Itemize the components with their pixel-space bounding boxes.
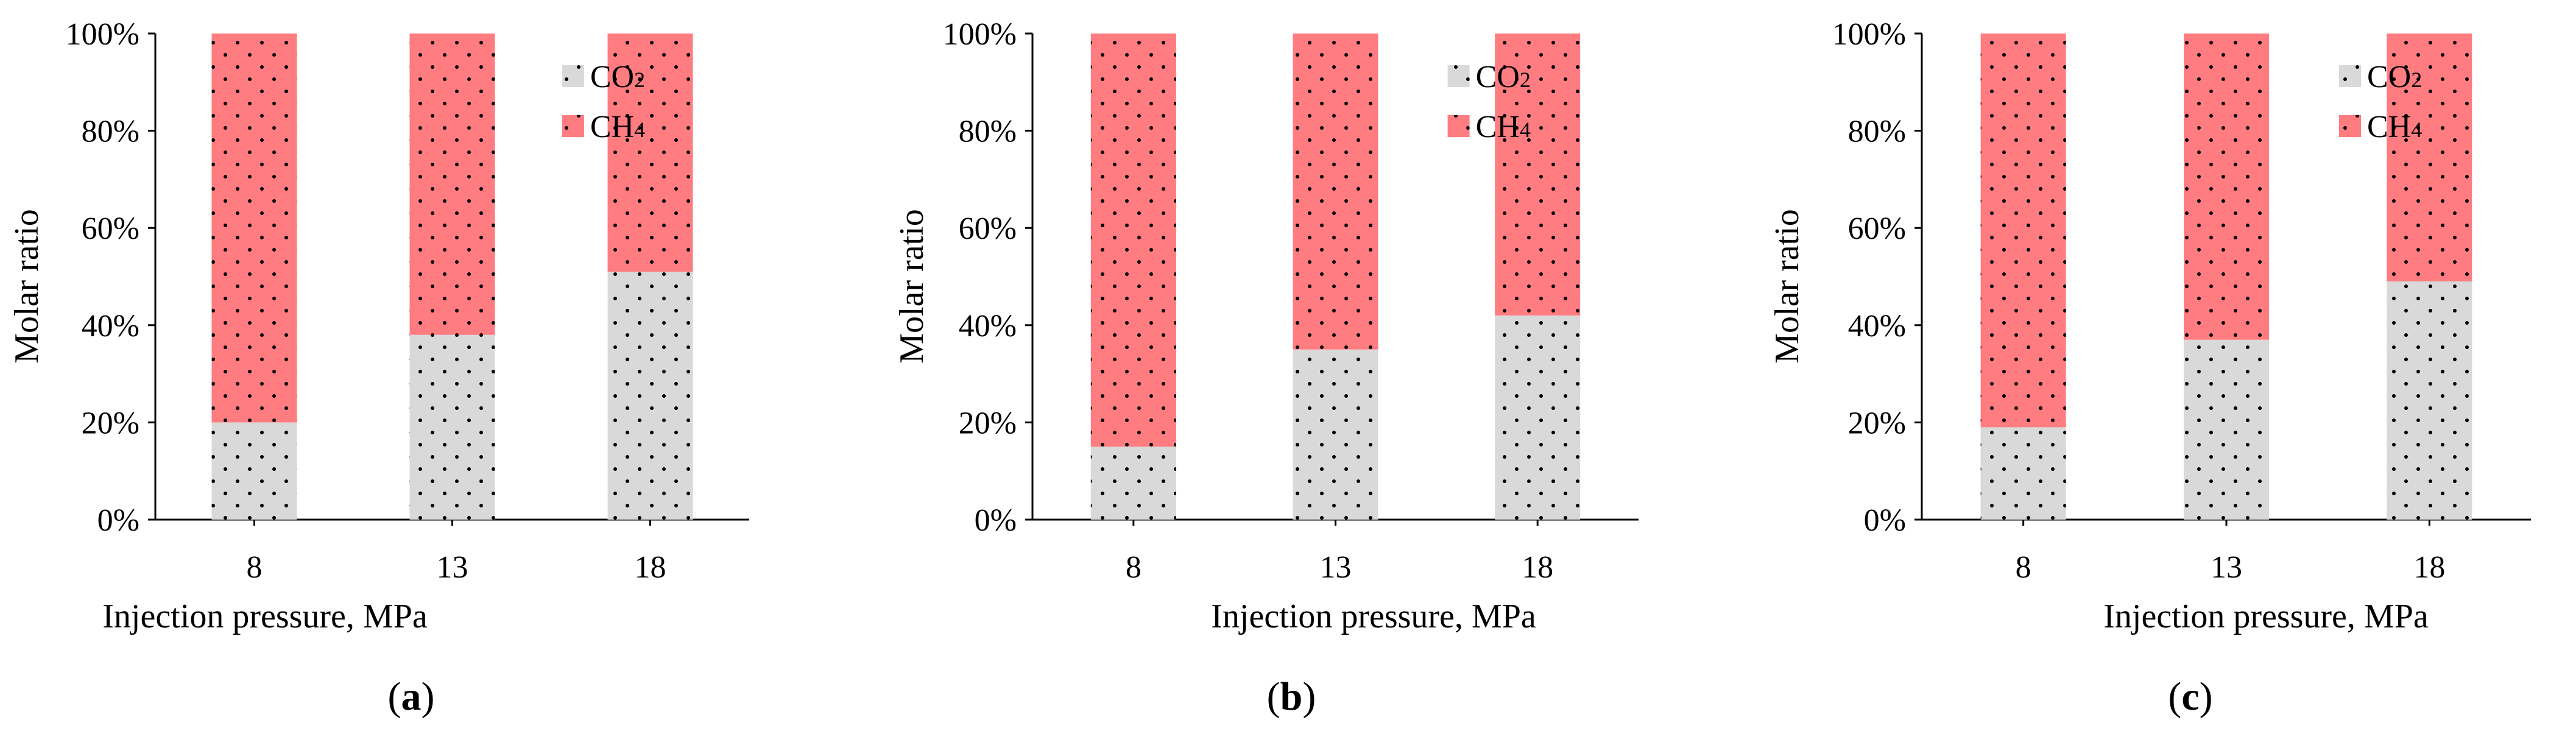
y-tick-label: 80%	[959, 115, 1017, 149]
y-tick-label: 0%	[1864, 503, 1906, 538]
y-tick-label: 40%	[1848, 309, 1906, 344]
bar-pattern-co2-18	[1495, 315, 1581, 520]
bar-pattern-ch4-18	[1495, 34, 1581, 316]
legend-swatch-pattern-co2	[2339, 65, 2361, 87]
panel-label-b: (b)	[1267, 674, 1316, 719]
y-axis-title-a: Molar ratio	[8, 209, 46, 363]
y-axis-title-c: Molar ratio	[1768, 209, 1806, 363]
x-tick-label: 18	[1522, 550, 1553, 585]
y-tick-label: 20%	[1848, 406, 1906, 440]
x-axis-title-a: Injection pressure, MPa	[102, 598, 428, 635]
bar-pattern-ch4-8	[211, 34, 297, 423]
legend-swatch-pattern-ch4	[562, 115, 584, 137]
plot-area-b: 0% 20% 40% 60% 80% 100% 8 13 18 CO2 CH4	[943, 17, 1639, 585]
y-tick-label: 0%	[975, 503, 1017, 538]
legend-label-ch4: CH4	[590, 110, 645, 144]
y-tick-label: 40%	[959, 309, 1017, 344]
bar-pattern-ch4-18	[2387, 34, 2472, 281]
bar-pattern-ch4-8	[1980, 34, 2066, 428]
x-tick-label: 18	[2413, 550, 2445, 585]
y-tick-label: 60%	[1848, 211, 1906, 246]
x-axis-title-b: Injection pressure, MPa	[1211, 598, 1536, 635]
y-tick-label: 100%	[66, 17, 139, 52]
x-axis-title-c: Injection pressure, MPa	[2103, 598, 2429, 635]
plot-area-a: 0% 20% 40% 60% 80% 100% 8 13 18 CO2 CH4	[66, 17, 749, 585]
y-tick-label: 60%	[82, 211, 139, 246]
x-tick-label: 13	[2211, 550, 2242, 585]
y-tick-label: 100%	[943, 17, 1017, 52]
bar-pattern-ch4-18	[607, 34, 693, 272]
bar-pattern-ch4-13	[2184, 34, 2269, 340]
x-tick-label: 8	[2016, 550, 2031, 585]
panel-label-a: (a)	[388, 674, 435, 719]
legend-label-ch4: CH4	[2367, 110, 2422, 144]
x-tick-label: 8	[1126, 550, 1142, 585]
y-tick-label: 0%	[97, 503, 139, 538]
bar-pattern-co2-13	[1293, 349, 1378, 520]
bar-pattern-co2-18	[607, 272, 693, 520]
x-tick-label: 8	[247, 550, 263, 585]
bar-pattern-co2-8	[1980, 427, 2066, 520]
legend-label-ch4: CH4	[1476, 110, 1531, 144]
y-tick-label: 80%	[1848, 115, 1906, 149]
bar-pattern-co2-13	[409, 334, 495, 520]
y-tick-label: 20%	[959, 406, 1017, 440]
bar-pattern-ch4-13	[1293, 34, 1378, 350]
x-tick-label: 18	[635, 550, 666, 585]
y-tick-label: 40%	[82, 309, 139, 344]
bar-pattern-co2-13	[2184, 339, 2269, 520]
chart-panel-a: 0% 20% 40% 60% 80% 100% 8 13 18 CO2 CH4 Molar rati…	[8, 17, 749, 719]
chart-panel-b: 0% 20% 40% 60% 80% 100% 8 13 18 CO2 CH4 Molar rati…	[893, 17, 1639, 719]
y-tick-label: 20%	[82, 406, 139, 440]
y-tick-label: 100%	[1832, 17, 1906, 52]
x-tick-label: 13	[1320, 550, 1352, 585]
x-tick-label: 13	[437, 550, 468, 585]
plot-area-c: 0% 20% 40% 60% 80% 100% 8 13 18 CO2 CH4	[1832, 17, 2531, 585]
legend-swatch-pattern-ch4	[1447, 115, 1470, 137]
legend-swatch-pattern-co2	[562, 65, 584, 87]
bar-pattern-co2-18	[2387, 281, 2472, 520]
bar-pattern-co2-8	[211, 422, 297, 520]
legend-label-co2: CO2	[2367, 60, 2422, 94]
panel-label-c: (c)	[2168, 674, 2212, 719]
y-axis-title-b: Molar ratio	[893, 209, 931, 363]
legend-swatch-pattern-ch4	[2339, 115, 2361, 137]
legend-swatch-pattern-co2	[1447, 65, 1470, 87]
y-tick-label: 80%	[82, 115, 139, 149]
bar-pattern-ch4-8	[1090, 34, 1176, 447]
chart-panel-c: 0% 20% 40% 60% 80% 100% 8 13 18 CO2 CH4 Molar rati…	[1768, 17, 2531, 719]
bar-pattern-co2-8	[1090, 447, 1176, 520]
bar-pattern-ch4-13	[409, 34, 495, 335]
legend-label-co2: CO2	[590, 60, 645, 94]
y-tick-label: 60%	[959, 211, 1017, 246]
legend-label-co2: CO2	[1476, 60, 1531, 94]
